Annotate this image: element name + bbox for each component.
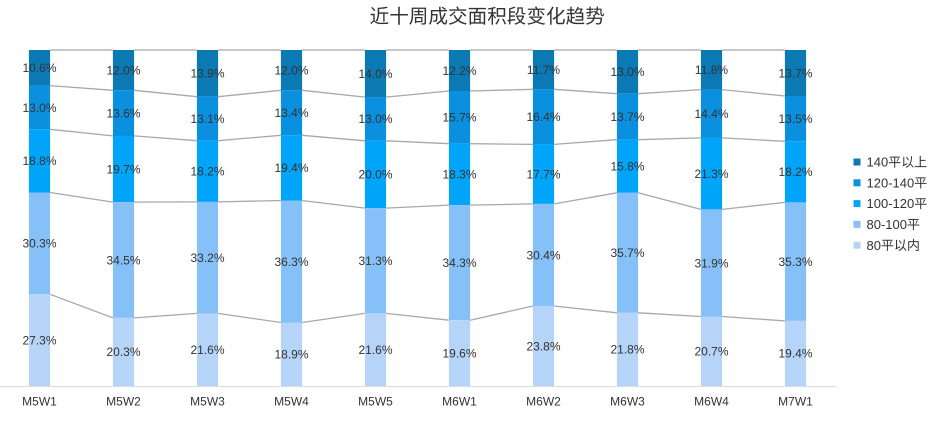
svg-text:21.3%: 21.3%	[694, 167, 728, 181]
svg-text:19.6%: 19.6%	[442, 346, 476, 360]
svg-text:M5W3: M5W3	[190, 395, 225, 409]
svg-text:21.6%: 21.6%	[358, 343, 392, 357]
svg-text:19.4%: 19.4%	[274, 161, 308, 175]
svg-text:18.2%: 18.2%	[190, 165, 224, 179]
svg-text:35.7%: 35.7%	[610, 246, 644, 260]
svg-text:18.2%: 18.2%	[778, 165, 812, 179]
svg-text:M5W1: M5W1	[22, 395, 57, 409]
svg-text:14.0%: 14.0%	[358, 67, 392, 81]
svg-text:31.3%: 31.3%	[358, 254, 392, 268]
svg-text:11.7%: 11.7%	[527, 63, 560, 77]
svg-text:M5W4: M5W4	[274, 395, 309, 409]
svg-text:M5W2: M5W2	[106, 395, 141, 409]
svg-text:31.9%: 31.9%	[694, 256, 728, 270]
svg-text:120-140: 120-140	[867, 175, 915, 190]
svg-text:14.4%: 14.4%	[694, 107, 728, 121]
svg-text:13.7%: 13.7%	[778, 66, 812, 80]
svg-text:M7W1: M7W1	[778, 395, 813, 409]
svg-text:15.8%: 15.8%	[610, 160, 644, 174]
svg-text:13.7%: 13.7%	[610, 110, 644, 124]
svg-text:23.8%: 23.8%	[526, 339, 560, 353]
svg-text:18.9%: 18.9%	[274, 348, 308, 362]
svg-text:10.6%: 10.6%	[22, 61, 56, 75]
svg-text:M6W1: M6W1	[442, 395, 477, 409]
svg-text:M6W3: M6W3	[610, 395, 645, 409]
svg-text:140: 140	[867, 155, 889, 170]
svg-text:13.4%: 13.4%	[274, 106, 308, 120]
svg-text:80-100: 80-100	[867, 217, 907, 232]
svg-text:18.8%: 18.8%	[22, 154, 56, 168]
svg-text:34.3%: 34.3%	[442, 256, 476, 270]
svg-text:13.9%: 13.9%	[190, 67, 224, 81]
svg-text:12.2%: 12.2%	[442, 64, 476, 78]
svg-text:13.0%: 13.0%	[610, 65, 644, 79]
svg-text:35.3%: 35.3%	[778, 255, 812, 269]
svg-text:34.5%: 34.5%	[106, 253, 140, 267]
svg-text:20.0%: 20.0%	[358, 168, 392, 182]
svg-text:33.2%: 33.2%	[190, 251, 224, 265]
svg-text:13.6%: 13.6%	[106, 106, 140, 120]
svg-text:27.3%: 27.3%	[22, 333, 56, 347]
svg-text:12.0%: 12.0%	[106, 63, 140, 77]
svg-text:12.0%: 12.0%	[274, 64, 308, 78]
svg-text:21.6%: 21.6%	[190, 343, 224, 357]
svg-text:100-120: 100-120	[867, 196, 915, 211]
svg-text:36.3%: 36.3%	[274, 255, 308, 269]
svg-text:20.7%: 20.7%	[694, 345, 728, 359]
svg-text:20.3%: 20.3%	[106, 345, 140, 359]
svg-text:M6W2: M6W2	[526, 395, 561, 409]
svg-text:M5W5: M5W5	[358, 395, 393, 409]
svg-text:19.4%: 19.4%	[778, 347, 812, 361]
svg-text:13.0%: 13.0%	[358, 112, 392, 126]
svg-text:11.8%: 11.8%	[695, 63, 728, 77]
svg-text:19.7%: 19.7%	[106, 162, 140, 176]
svg-text:13.1%: 13.1%	[190, 112, 224, 126]
svg-text:15.7%: 15.7%	[442, 111, 476, 125]
svg-text:16.4%: 16.4%	[526, 110, 560, 124]
svg-text:30.3%: 30.3%	[22, 237, 56, 251]
svg-text:13.0%: 13.0%	[22, 101, 56, 115]
svg-text:M6W4: M6W4	[694, 395, 729, 409]
svg-text:30.4%: 30.4%	[526, 248, 560, 262]
svg-text:17.7%: 17.7%	[526, 168, 560, 182]
svg-text:80: 80	[867, 238, 881, 253]
svg-text:18.3%: 18.3%	[442, 168, 476, 182]
svg-text:13.5%: 13.5%	[778, 112, 812, 126]
svg-text:21.8%: 21.8%	[610, 343, 644, 357]
